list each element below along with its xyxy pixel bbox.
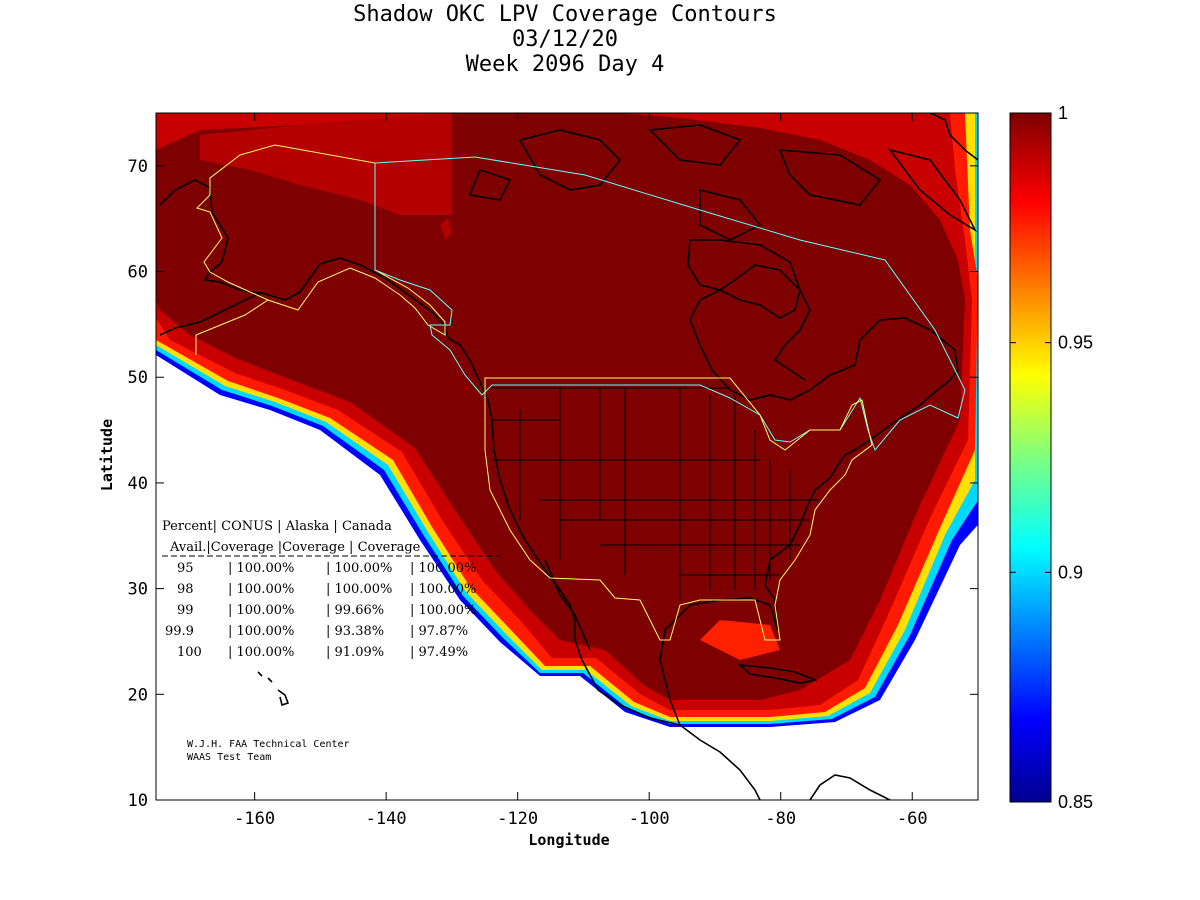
table-cell: | 99.66%: [326, 603, 384, 618]
colorbar-tick-label: 1: [1058, 103, 1068, 123]
colorbar-tick-label: 0.95: [1058, 333, 1093, 353]
canada-boundary: [374, 156, 966, 451]
colorbar-tick-label: 0.85: [1058, 792, 1093, 812]
colorbar: [1009, 112, 1052, 803]
credit-line-2: WAAS Test Team: [187, 752, 271, 763]
pacific-nw-coast: [459, 344, 681, 726]
cuba: [737, 663, 818, 684]
table-cell: | 97.87%: [410, 624, 468, 639]
alaska-boundary: [195, 144, 446, 355]
coverage-table: Percent| CONUS | Alaska | Canada Avail.|…: [162, 519, 500, 660]
y-tick-label: 20: [128, 685, 148, 705]
y-axis-ticks: 10 20 30 40 50 60 70: [128, 157, 978, 811]
table-cell: | 100.00%: [228, 582, 294, 597]
x-tick-label: -160: [234, 809, 275, 829]
y-tick-label: 60: [128, 263, 148, 283]
table-cell: | 91.09%: [326, 645, 384, 660]
table-cell: | 100.00%: [228, 561, 294, 576]
arctic-islands: [468, 124, 977, 241]
greenland-edge: [929, 113, 978, 161]
table-header-row-2: Avail.|Coverage |Coverage | Coverage: [169, 540, 421, 555]
y-tick-label: 70: [128, 157, 148, 177]
table-cell: 99: [177, 603, 194, 618]
map-title: Shadow OKC LPV Coverage Contours: [353, 2, 777, 27]
y-tick-label: 40: [128, 474, 148, 494]
table-cell: | 100.00%: [326, 582, 392, 597]
table-cell: | 97.49%: [410, 645, 468, 660]
table-cell: | 100.00%: [410, 561, 476, 576]
table-cell: | 100.00%: [326, 561, 392, 576]
table-cell: 98: [177, 582, 194, 597]
table-cell: | 100.00%: [228, 624, 294, 639]
x-tick-label: -60: [897, 809, 928, 829]
colorbar-ticks: 1 0.95 0.9 0.85: [1010, 103, 1093, 812]
alaska-coast: [159, 179, 461, 346]
table-cell: | 100.00%: [228, 603, 294, 618]
table-cell: 99.9: [165, 624, 194, 639]
x-axis-title: Longitude: [528, 831, 609, 849]
y-axis-title: Latitude: [98, 419, 116, 491]
x-tick-label: -100: [629, 809, 670, 829]
table-cell: 100: [177, 645, 202, 660]
table-cell: | 100.00%: [228, 645, 294, 660]
credit-line-1: W.J.H. FAA Technical Center: [187, 739, 350, 750]
x-tick-label: -80: [765, 809, 796, 829]
table-cell: | 100.00%: [410, 603, 476, 618]
inner-patch-1: [200, 113, 452, 215]
baja: [544, 559, 591, 651]
state-borders: [492, 387, 820, 600]
coastlines: [159, 113, 978, 800]
y-tick-label: 10: [128, 791, 148, 811]
central-america: [679, 724, 761, 800]
map-date: 03/12/20: [512, 27, 618, 52]
table-cell: 95: [177, 561, 194, 576]
hudson-bay: [687, 239, 801, 319]
inner-patch-2: [440, 218, 452, 240]
south-america-edge: [809, 774, 891, 800]
table-cell: | 93.38%: [326, 624, 384, 639]
hawaii: [257, 671, 290, 707]
y-tick-label: 30: [128, 580, 148, 600]
alaska-peninsula: [159, 291, 263, 336]
colorbar-tick-label: 0.9: [1058, 562, 1083, 582]
table-cell: | 100.00%: [410, 582, 476, 597]
y-tick-label: 50: [128, 368, 148, 388]
x-axis-ticks: -160 -140 -120 -100 -80 -60: [234, 113, 928, 829]
conus-boundary: [484, 377, 873, 641]
table-header-row-1: Percent| CONUS | Alaska | Canada: [162, 519, 392, 534]
map-week-day: Week 2096 Day 4: [465, 52, 665, 77]
x-tick-label: -140: [366, 809, 407, 829]
inner-patch-3: [700, 620, 780, 660]
x-tick-label: -120: [497, 809, 538, 829]
plot-frame: [155, 112, 979, 801]
